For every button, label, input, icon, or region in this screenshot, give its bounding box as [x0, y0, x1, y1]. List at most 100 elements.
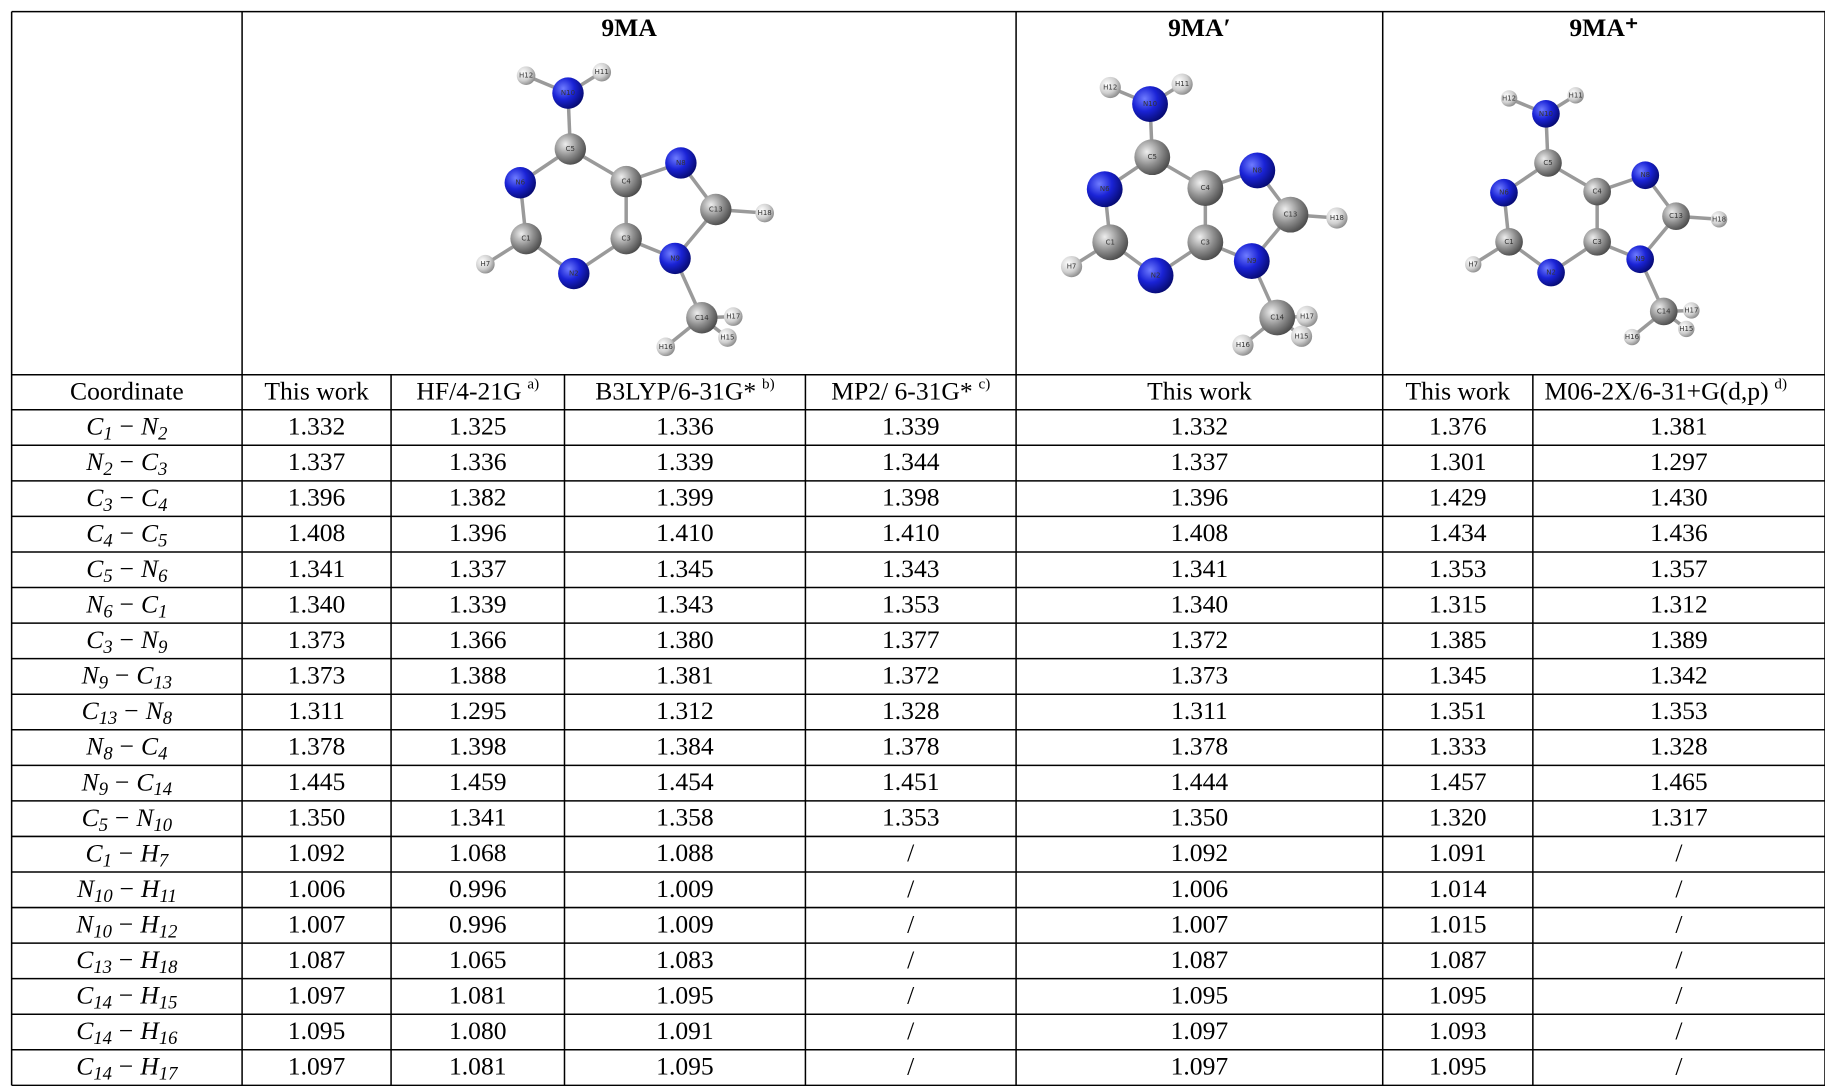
atom-index: 10	[153, 815, 172, 836]
cell-value: 1.430	[1650, 483, 1708, 512]
coordinate: N10−H11	[76, 874, 177, 907]
cell-value: 1.373	[1171, 660, 1229, 689]
atom-index: 10	[93, 922, 112, 943]
atom-label: C14	[695, 314, 709, 322]
column-header-text: This work	[1406, 376, 1511, 405]
atom-label: H15	[1679, 325, 1693, 333]
cell-value: 1.097	[288, 980, 346, 1009]
atom-index: 4	[158, 495, 167, 516]
atom-label: C13	[1284, 211, 1298, 219]
atom-label: N9	[1635, 255, 1645, 263]
column-header: Coordinate	[70, 376, 184, 405]
atom-symbol: H	[139, 1052, 160, 1081]
atom-symbol: N	[85, 447, 105, 476]
column-header: This work	[1147, 376, 1252, 405]
coordinate: C5−N10	[82, 803, 173, 836]
cell-value: /	[1675, 980, 1683, 1009]
atom-label: H17	[1684, 306, 1698, 314]
cell-value: 1.320	[1429, 803, 1487, 832]
cell-value: 1.337	[288, 447, 346, 476]
cell-value: 1.333	[1429, 732, 1487, 761]
coordinate: N9−C13	[81, 660, 172, 693]
cell-value: 1.097	[1171, 1016, 1229, 1045]
atom-index: 16	[159, 1028, 178, 1049]
cell-value: 1.388	[449, 660, 507, 689]
atom-label: N8	[676, 159, 686, 167]
atom-symbol: C	[136, 767, 154, 796]
bond-sign: −	[119, 1016, 133, 1045]
column-note: b)	[762, 377, 775, 393]
atom-index: 8	[103, 744, 113, 765]
atom-label: C4	[1592, 188, 1602, 196]
cell-value: 1.083	[656, 945, 714, 974]
cell-value: 1.343	[882, 554, 940, 583]
atom-label: N10	[1143, 100, 1157, 108]
atom-index: 1	[158, 602, 167, 623]
cell-value: 1.339	[656, 447, 714, 476]
bond-sign: −	[120, 554, 134, 583]
cell-value: 1.341	[1171, 554, 1229, 583]
atom-symbol: H	[140, 874, 161, 903]
cell-value: 0.996	[449, 909, 507, 938]
atom-label: H12	[519, 72, 533, 80]
cell-value: /	[1675, 945, 1683, 974]
cell-value: 1.311	[1171, 696, 1228, 725]
atom-symbol: N	[75, 909, 95, 938]
cell-value: 1.451	[882, 767, 940, 796]
cell-value: 1.445	[288, 767, 346, 796]
cell-value: 1.381	[656, 660, 714, 689]
coordinate: C1−N2	[86, 412, 167, 445]
cell-value: 1.410	[882, 518, 940, 547]
atom-symbol: C	[86, 625, 104, 654]
cell-value: 1.350	[1171, 803, 1229, 832]
atom-index: 13	[99, 708, 118, 729]
cell-value: 1.091	[1429, 838, 1487, 867]
cell-value: 1.344	[882, 447, 940, 476]
atom-label: C5	[1543, 159, 1552, 167]
bond-sign: −	[120, 483, 134, 512]
column-header: HF/4-21G a)	[416, 376, 539, 405]
cell-value: 1.095	[656, 1052, 714, 1081]
atom-label: H7	[481, 260, 491, 268]
atom-symbol: N	[81, 767, 101, 796]
column-header-text: B3LYP/6-31G*	[595, 376, 756, 405]
atom-symbol: C	[76, 1052, 94, 1081]
column-note: d)	[1774, 377, 1787, 393]
atom-label: H18	[1330, 214, 1344, 222]
column-header-text: This work	[1147, 376, 1252, 405]
atom-symbol: H	[139, 1016, 160, 1045]
atom-label: C13	[1669, 212, 1683, 220]
cell-value: 1.454	[656, 767, 714, 796]
cell-value: 1.337	[449, 554, 507, 583]
atom-label: N8	[1252, 166, 1262, 174]
atom-index: 14	[93, 993, 112, 1014]
atom-label: H11	[1569, 91, 1583, 99]
molecule: H12N10H11C5N6C4N8C1C3C13H18H7N2N9C14H17H…	[1465, 87, 1727, 345]
cell-value: 1.343	[656, 589, 714, 618]
column-header-text: HF/4-21G	[416, 376, 521, 405]
column-note: a)	[527, 377, 539, 393]
atom-label: N10	[1539, 110, 1553, 118]
coordinate: C3−N9	[86, 625, 167, 658]
atom-label: H15	[720, 334, 734, 342]
atom-index: 6	[103, 602, 113, 623]
atom-symbol: C	[76, 980, 94, 1009]
atom-symbol: N	[140, 412, 160, 441]
atom-label: H17	[1300, 312, 1314, 320]
atom-index: 15	[159, 993, 178, 1014]
atom-label: C5	[1148, 153, 1157, 161]
cell-value: 1.006	[288, 874, 346, 903]
cell-value: 1.065	[449, 945, 507, 974]
coordinate: C13−N8	[82, 696, 173, 729]
atom-symbol: N	[76, 874, 96, 903]
atom-label: N9	[1247, 257, 1257, 265]
cell-value: 1.097	[1171, 1052, 1229, 1081]
cell-value: 1.007	[1171, 909, 1229, 938]
cell-value: 1.311	[288, 696, 345, 725]
cell-value: 1.009	[656, 909, 714, 938]
atom-symbol: C	[76, 945, 94, 974]
cell-value: 1.328	[882, 696, 940, 725]
atom-symbol: N	[135, 803, 155, 832]
atom-label: C4	[622, 178, 632, 186]
bond-sign: −	[119, 945, 133, 974]
